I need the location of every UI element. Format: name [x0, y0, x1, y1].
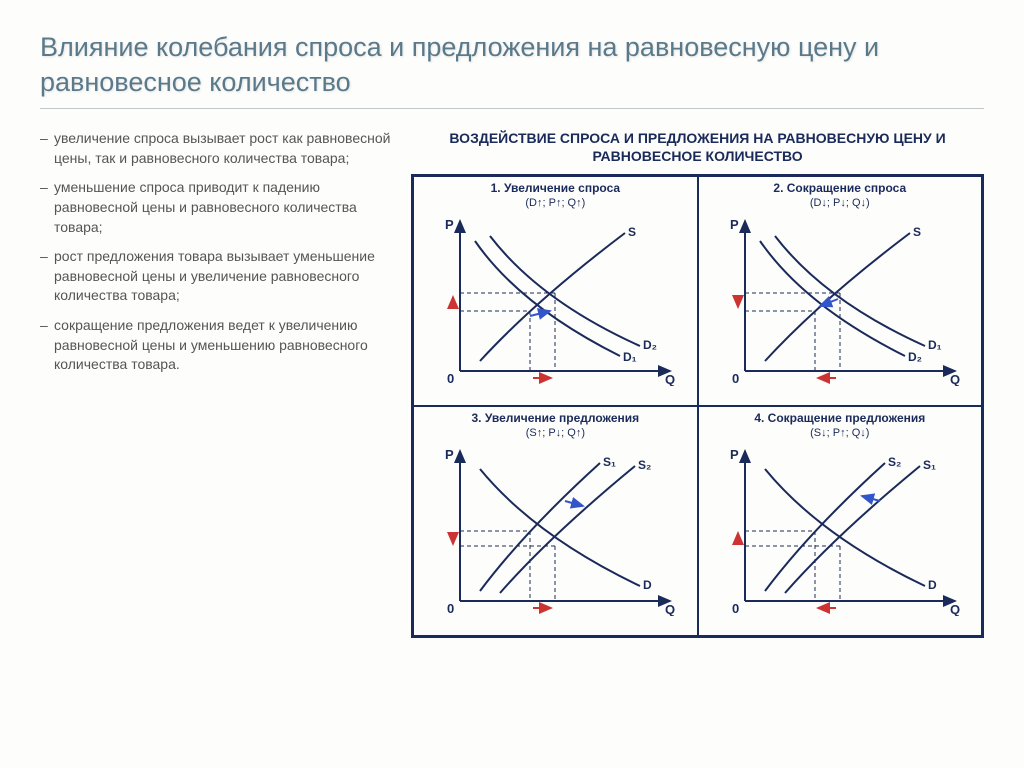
svg-text:S₂: S₂ — [888, 455, 901, 469]
svg-text:0: 0 — [732, 371, 739, 386]
chart-cell-1: 1. Увеличение спроса (D↑; P↑; Q↑) P Q 0 — [413, 176, 697, 406]
svg-text:0: 0 — [447, 371, 454, 386]
svg-text:P: P — [445, 447, 454, 462]
svg-text:Q: Q — [665, 372, 675, 386]
svg-text:S: S — [913, 225, 921, 239]
chart-label: 2. Сокращение спроса — [703, 181, 977, 195]
svg-text:D₁: D₁ — [623, 350, 637, 364]
svg-text:P: P — [730, 217, 739, 232]
chart-supply-decrease: P Q 0 D S₁ S₂ — [710, 441, 970, 616]
svg-text:S: S — [628, 225, 636, 239]
svg-text:Q: Q — [950, 372, 960, 386]
charts-column: ВОЗДЕЙСТВИЕ СПРОСА И ПРЕДЛОЖЕНИЯ НА РАВН… — [411, 129, 984, 637]
svg-text:D₁: D₁ — [928, 338, 942, 352]
svg-text:D: D — [928, 578, 937, 592]
bullets-column: увеличение спроса вызывает рост как равн… — [40, 129, 391, 637]
bullet-item: рост предложения товара вызывает уменьше… — [40, 247, 391, 306]
chart-demand-increase: P Q 0 S D₁ D₂ — [425, 211, 685, 386]
svg-text:0: 0 — [732, 601, 739, 616]
svg-text:Q: Q — [950, 602, 960, 616]
chart-label: 4. Сокращение предложения — [703, 411, 977, 425]
slide: Влияние колебания спроса и предложения н… — [0, 0, 1024, 768]
charts-grid: 1. Увеличение спроса (D↑; P↑; Q↑) P Q 0 — [411, 174, 984, 638]
chart-demand-decrease: P Q 0 S D₁ D₂ — [710, 211, 970, 386]
bullet-item: увеличение спроса вызывает рост как равн… — [40, 129, 391, 168]
content-row: увеличение спроса вызывает рост как равн… — [40, 129, 984, 637]
svg-text:D₂: D₂ — [908, 350, 922, 364]
chart-sublabel: (S↓; P↑; Q↓) — [703, 427, 977, 439]
slide-title: Влияние колебания спроса и предложения н… — [40, 30, 984, 109]
svg-text:S₂: S₂ — [638, 458, 651, 472]
svg-text:0: 0 — [447, 601, 454, 616]
chart-cell-2: 2. Сокращение спроса (D↓; P↓; Q↓) P Q 0 — [698, 176, 982, 406]
chart-cell-4: 4. Сокращение предложения (S↓; P↑; Q↓) P… — [698, 406, 982, 636]
svg-text:S₁: S₁ — [603, 455, 616, 469]
chart-supply-increase: P Q 0 D S₁ S₂ — [425, 441, 685, 616]
chart-label: 3. Увеличение предложения — [418, 411, 692, 425]
svg-text:Q: Q — [665, 602, 675, 616]
chart-sublabel: (S↑; P↓; Q↑) — [418, 427, 692, 439]
svg-text:D₂: D₂ — [643, 338, 657, 352]
svg-text:P: P — [445, 217, 454, 232]
chart-sublabel: (D↓; P↓; Q↓) — [703, 197, 977, 209]
chart-label: 1. Увеличение спроса — [418, 181, 692, 195]
bullet-item: сокращение предложения ведет к увеличени… — [40, 316, 391, 375]
chart-sublabel: (D↑; P↑; Q↑) — [418, 197, 692, 209]
svg-text:D: D — [643, 578, 652, 592]
charts-title: ВОЗДЕЙСТВИЕ СПРОСА И ПРЕДЛОЖЕНИЯ НА РАВН… — [411, 129, 984, 165]
svg-text:P: P — [730, 447, 739, 462]
svg-text:S₁: S₁ — [923, 458, 936, 472]
chart-cell-3: 3. Увеличение предложения (S↑; P↓; Q↑) P… — [413, 406, 697, 636]
bullet-item: уменьшение спроса приводит к падению рав… — [40, 178, 391, 237]
